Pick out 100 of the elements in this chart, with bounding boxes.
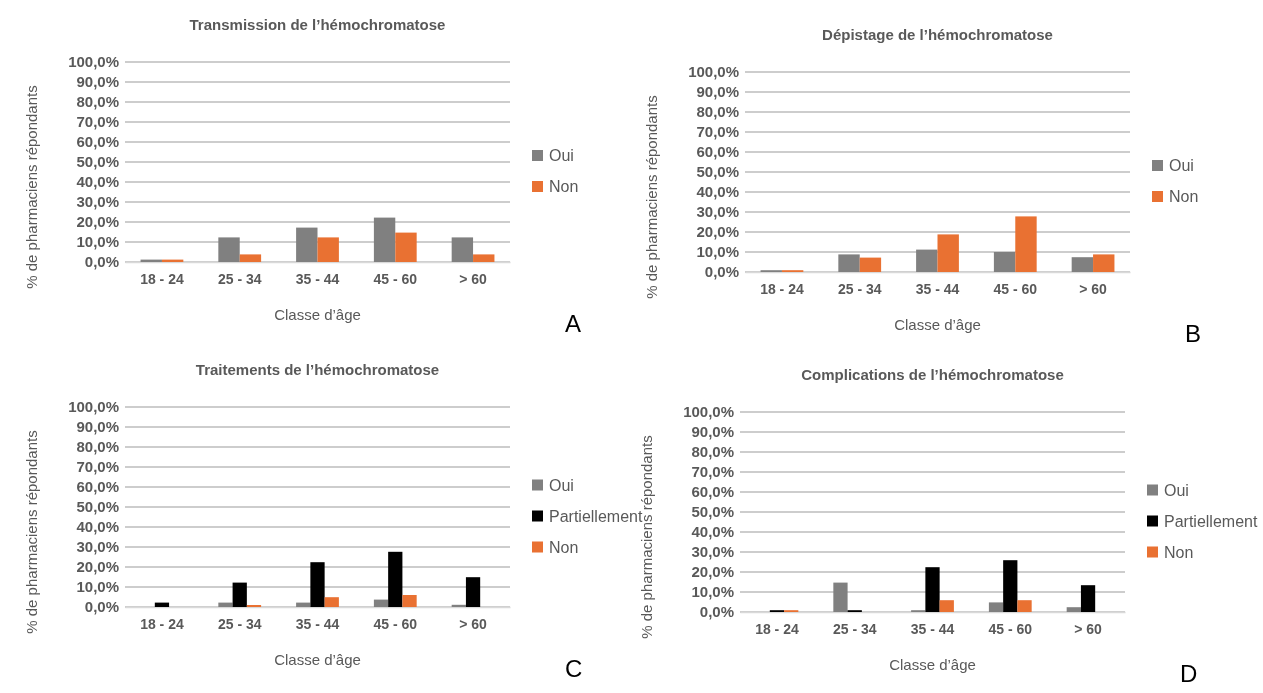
y-tick-label: 80,0% [691,443,734,461]
legend-label: Oui [1169,157,1194,174]
bar [317,237,339,262]
y-tick-label: 0,0% [699,603,734,621]
bar [859,257,882,272]
x-tick-label: 45 - 60 [993,280,1038,297]
y-tick-label: 20,0% [691,563,734,581]
chart-title: Complications de l’hémochromatose [801,366,1064,383]
chart-title: Transmission de l’hémochromatose [189,16,446,33]
bar [324,597,339,607]
chart-title: Traitements de l’hémochromatose [195,361,440,378]
y-tick-label: 50,0% [76,153,119,171]
y-tick-label: 10,0% [696,243,739,261]
x-tick-label: > 60 [1079,280,1108,297]
y-tick-label: 90,0% [696,83,739,101]
bar [939,600,954,612]
legend-label: Non [1164,543,1194,561]
x-tick-label: 35 - 44 [910,620,955,637]
bar [1071,257,1094,272]
legend-label: Oui [549,147,574,164]
y-tick-label: 80,0% [76,93,119,111]
y-tick-label: 40,0% [696,183,739,201]
bar [1015,216,1037,272]
bar [993,252,1016,272]
x-tick-label: 35 - 44 [295,615,340,632]
bar [988,602,1004,612]
x-tick-label: 45 - 60 [373,270,418,287]
x-tick-label: 18 - 24 [755,620,799,637]
y-tick-label: 20,0% [76,558,119,576]
text: B [1185,320,1202,347]
y-tick-label: 100,0% [683,403,734,421]
bar [1017,600,1032,612]
text: D [1180,660,1198,687]
bar [218,602,233,607]
y-tick-label: 30,0% [696,203,739,221]
x-tick-label: 45 - 60 [373,615,418,632]
y-tick-label: 10,0% [76,578,119,596]
legend-label: Oui [549,476,574,494]
y-tick-label: 10,0% [76,233,119,251]
y-tick-label: 0,0% [84,253,119,271]
y-tick-label: 60,0% [76,478,119,496]
text: C [565,655,583,682]
y-axis-title: % de pharmaciens répondants [23,430,40,634]
y-tick-label: 100,0% [68,398,119,416]
y-tick-label: 80,0% [76,438,119,456]
legend-label: Partiellement [1164,512,1258,530]
x-tick-label: > 60 [459,270,488,287]
bar [465,577,481,607]
y-tick-label: 60,0% [691,483,734,501]
x-axis-title: Classe d’âge [274,306,361,323]
y-tick-label: 70,0% [76,113,119,131]
bar [402,595,417,607]
bar [232,582,247,607]
x-axis-title: Classe d’âge [894,316,981,333]
y-tick-label: 30,0% [76,193,119,211]
bar [388,551,403,607]
legend-label: Oui [1164,481,1189,499]
bar [218,237,240,262]
legend-label: Non [1169,188,1199,205]
y-tick-label: 40,0% [76,518,119,536]
chart-title: Dépistage de l’hémochromatose [822,26,1053,43]
bar [473,254,495,262]
bar [916,249,938,272]
x-tick-label: 35 - 44 [915,280,960,297]
text: A [565,310,582,337]
x-tick-label: 18 - 24 [760,280,804,297]
x-tick-label: > 60 [1074,620,1103,637]
y-tick-label: 80,0% [696,103,739,121]
y-axis-title: % de pharmaciens répondants [23,85,40,289]
x-tick-label: 25 - 34 [837,280,882,297]
y-tick-label: 40,0% [76,173,119,191]
y-tick-label: 70,0% [76,458,119,476]
y-tick-label: 10,0% [691,583,734,601]
y-tick-label: 100,0% [68,53,119,71]
bar [925,567,940,612]
x-tick-label: 35 - 44 [295,270,340,287]
y-tick-label: 60,0% [696,143,739,161]
x-tick-label: > 60 [459,615,488,632]
legend-label: Partiellement [549,507,643,525]
y-tick-label: 100,0% [688,63,739,81]
y-tick-label: 90,0% [691,423,734,441]
y-tick-label: 70,0% [696,123,739,141]
x-tick-label: 45 - 60 [988,620,1033,637]
bar [373,599,389,607]
legend-label: Non [549,178,579,195]
bar [937,234,959,272]
bar [838,254,860,272]
x-axis-title: Classe d’âge [889,656,976,673]
y-tick-label: 50,0% [76,498,119,516]
bar [1066,607,1081,612]
bar [1003,560,1018,612]
bar [296,227,318,262]
bar [833,582,848,612]
bar [451,237,474,262]
y-tick-label: 20,0% [76,213,119,231]
y-tick-label: 50,0% [696,163,739,181]
y-tick-label: 0,0% [84,598,119,616]
bar [310,562,325,607]
bar [451,604,466,607]
x-tick-label: 18 - 24 [140,615,184,632]
